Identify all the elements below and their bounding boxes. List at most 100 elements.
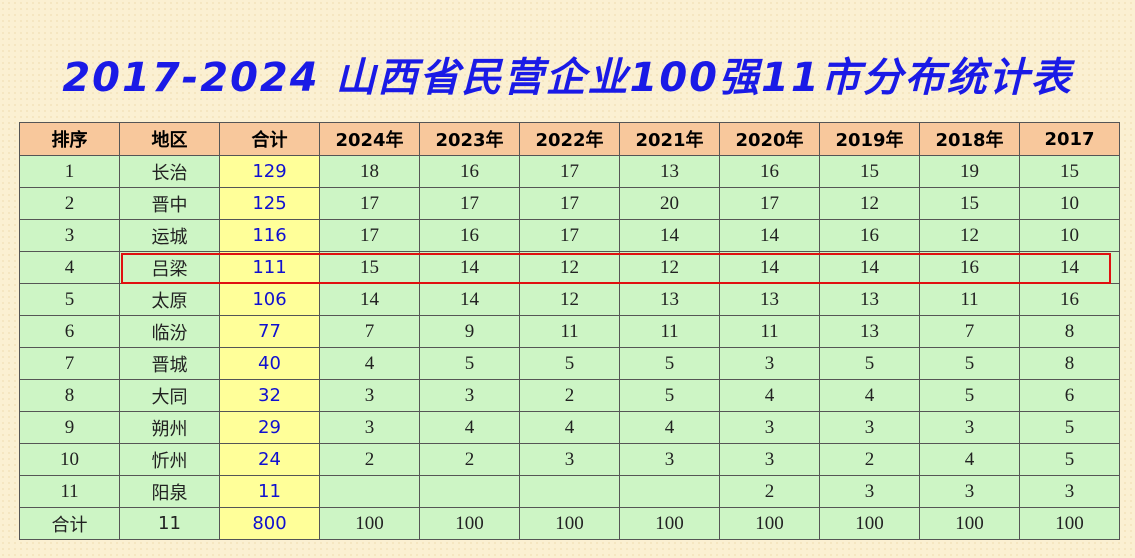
table-cell: 2 [319, 443, 420, 476]
table-cell: 40 [219, 347, 320, 380]
table-cell: 3 [1019, 475, 1120, 508]
table-row: 1 长治 129 18 16 17 13 16 15 19 15 [19, 155, 1120, 188]
table-cell: 14 [619, 219, 720, 252]
table-cell: 125 [219, 187, 320, 220]
table-cell: 5 [919, 379, 1020, 412]
table-cell: 8 [1019, 315, 1120, 348]
table-cell: 12 [619, 251, 720, 284]
table-cell: 3 [719, 347, 820, 380]
table-cell: 太原 [119, 283, 220, 316]
table-cell: 4 [919, 443, 1020, 476]
table-cell: 11 [619, 315, 720, 348]
table-cell: 13 [619, 283, 720, 316]
table-row: 8 大同 32 3 3 2 5 4 4 5 6 [19, 379, 1120, 412]
table-cell: 17 [519, 219, 620, 252]
table-cell: 11 [719, 315, 820, 348]
row-highlight [121, 253, 1111, 284]
table-cell: 4 [619, 411, 720, 444]
table-cell: 2 [519, 379, 620, 412]
header-cell: 排序 [19, 122, 120, 156]
table-cell: 5 [19, 283, 120, 316]
table-cell [419, 475, 520, 508]
table-row: 合计 11 800 100 100 100 100 100 100 100 100 [19, 507, 1120, 540]
table-cell: 5 [919, 347, 1020, 380]
table-cell: 14 [419, 251, 520, 284]
table-cell: 10 [1019, 187, 1120, 220]
table-row: 10 忻州 24 2 2 3 3 3 2 4 5 [19, 443, 1120, 476]
table-cell: 3 [419, 379, 520, 412]
table-cell: 长治 [119, 155, 220, 188]
table-cell: 16 [819, 219, 920, 252]
table-cell: 16 [1019, 283, 1120, 316]
distribution-table: 排序 地区 合计 2024年 2023年 2022年 2021年 2020年 2019年 2018… [19, 122, 1120, 540]
table-cell: 12 [519, 251, 620, 284]
header-cell: 2022年 [519, 122, 620, 156]
table-row: 6 临汾 77 7 9 11 11 11 13 7 8 [19, 315, 1120, 348]
table-cell: 10 [19, 443, 120, 476]
table-row: 9 朔州 29 3 4 4 4 3 3 3 5 [19, 411, 1120, 444]
table-cell: 3 [519, 443, 620, 476]
header-cell: 地区 [119, 122, 220, 156]
table-cell: 5 [619, 347, 720, 380]
table-cell: 3 [919, 411, 1020, 444]
table-cell: 14 [719, 219, 820, 252]
table-cell: 11 [919, 283, 1020, 316]
table-cell: 20 [619, 187, 720, 220]
table-cell: 3 [819, 475, 920, 508]
table-cell: 100 [319, 507, 420, 540]
table-cell: 11 [19, 475, 120, 508]
table-cell: 6 [1019, 379, 1120, 412]
header-row: 排序 地区 合计 2024年 2023年 2022年 2021年 2020年 2019年 2018… [19, 122, 1120, 156]
table-cell: 106 [219, 283, 320, 316]
table-cell: 800 [219, 507, 320, 540]
header-cell: 2024年 [319, 122, 420, 156]
table-cell: 朔州 [119, 411, 220, 444]
table-cell: 17 [319, 219, 420, 252]
header-cell: 2020年 [719, 122, 820, 156]
table-cell: 3 [619, 443, 720, 476]
table-cell: 阳泉 [119, 475, 220, 508]
header-cell: 2023年 [419, 122, 520, 156]
table-cell: 3 [319, 411, 420, 444]
table-cell: 16 [419, 219, 520, 252]
table-cell: 29 [219, 411, 320, 444]
table-cell: 3 [819, 411, 920, 444]
table-cell: 100 [1019, 507, 1120, 540]
table-cell: 晋中 [119, 187, 220, 220]
table-cell: 3 [719, 443, 820, 476]
table-cell: 12 [919, 219, 1020, 252]
table-cell: 3 [919, 475, 1020, 508]
table-cell: 9 [419, 315, 520, 348]
table-cell: 8 [1019, 347, 1120, 380]
table-cell: 12 [819, 187, 920, 220]
table-row: 3 运城 116 17 16 17 14 14 16 12 10 [19, 219, 1120, 252]
table-cell [519, 475, 620, 508]
table-cell: 13 [819, 283, 920, 316]
table-cell: 17 [719, 187, 820, 220]
table-cell: 3 [19, 219, 120, 252]
table-cell: 12 [519, 283, 620, 316]
header-cell: 2018年 [919, 122, 1020, 156]
table-cell: 32 [219, 379, 320, 412]
table-cell: 13 [619, 155, 720, 188]
table-cell: 100 [719, 507, 820, 540]
table-cell: 10 [1019, 219, 1120, 252]
header-cell: 2017 [1019, 122, 1120, 156]
table-cell: 100 [619, 507, 720, 540]
table-cell: 16 [419, 155, 520, 188]
table-cell: 15 [1019, 155, 1120, 188]
table-cell: 4 [19, 251, 120, 284]
table-cell: 6 [19, 315, 120, 348]
table-cell: 4 [519, 411, 620, 444]
table-cell: 5 [819, 347, 920, 380]
table-cell: 16 [719, 155, 820, 188]
table-cell: 15 [919, 187, 1020, 220]
table-cell: 14 [1019, 251, 1120, 284]
table-cell: 1 [19, 155, 120, 188]
header-cell: 合计 [219, 122, 320, 156]
table-cell: 15 [319, 251, 420, 284]
table-cell: 116 [219, 219, 320, 252]
table-cell: 5 [619, 379, 720, 412]
table-cell: 11 [219, 475, 320, 508]
table-cell: 11 [519, 315, 620, 348]
